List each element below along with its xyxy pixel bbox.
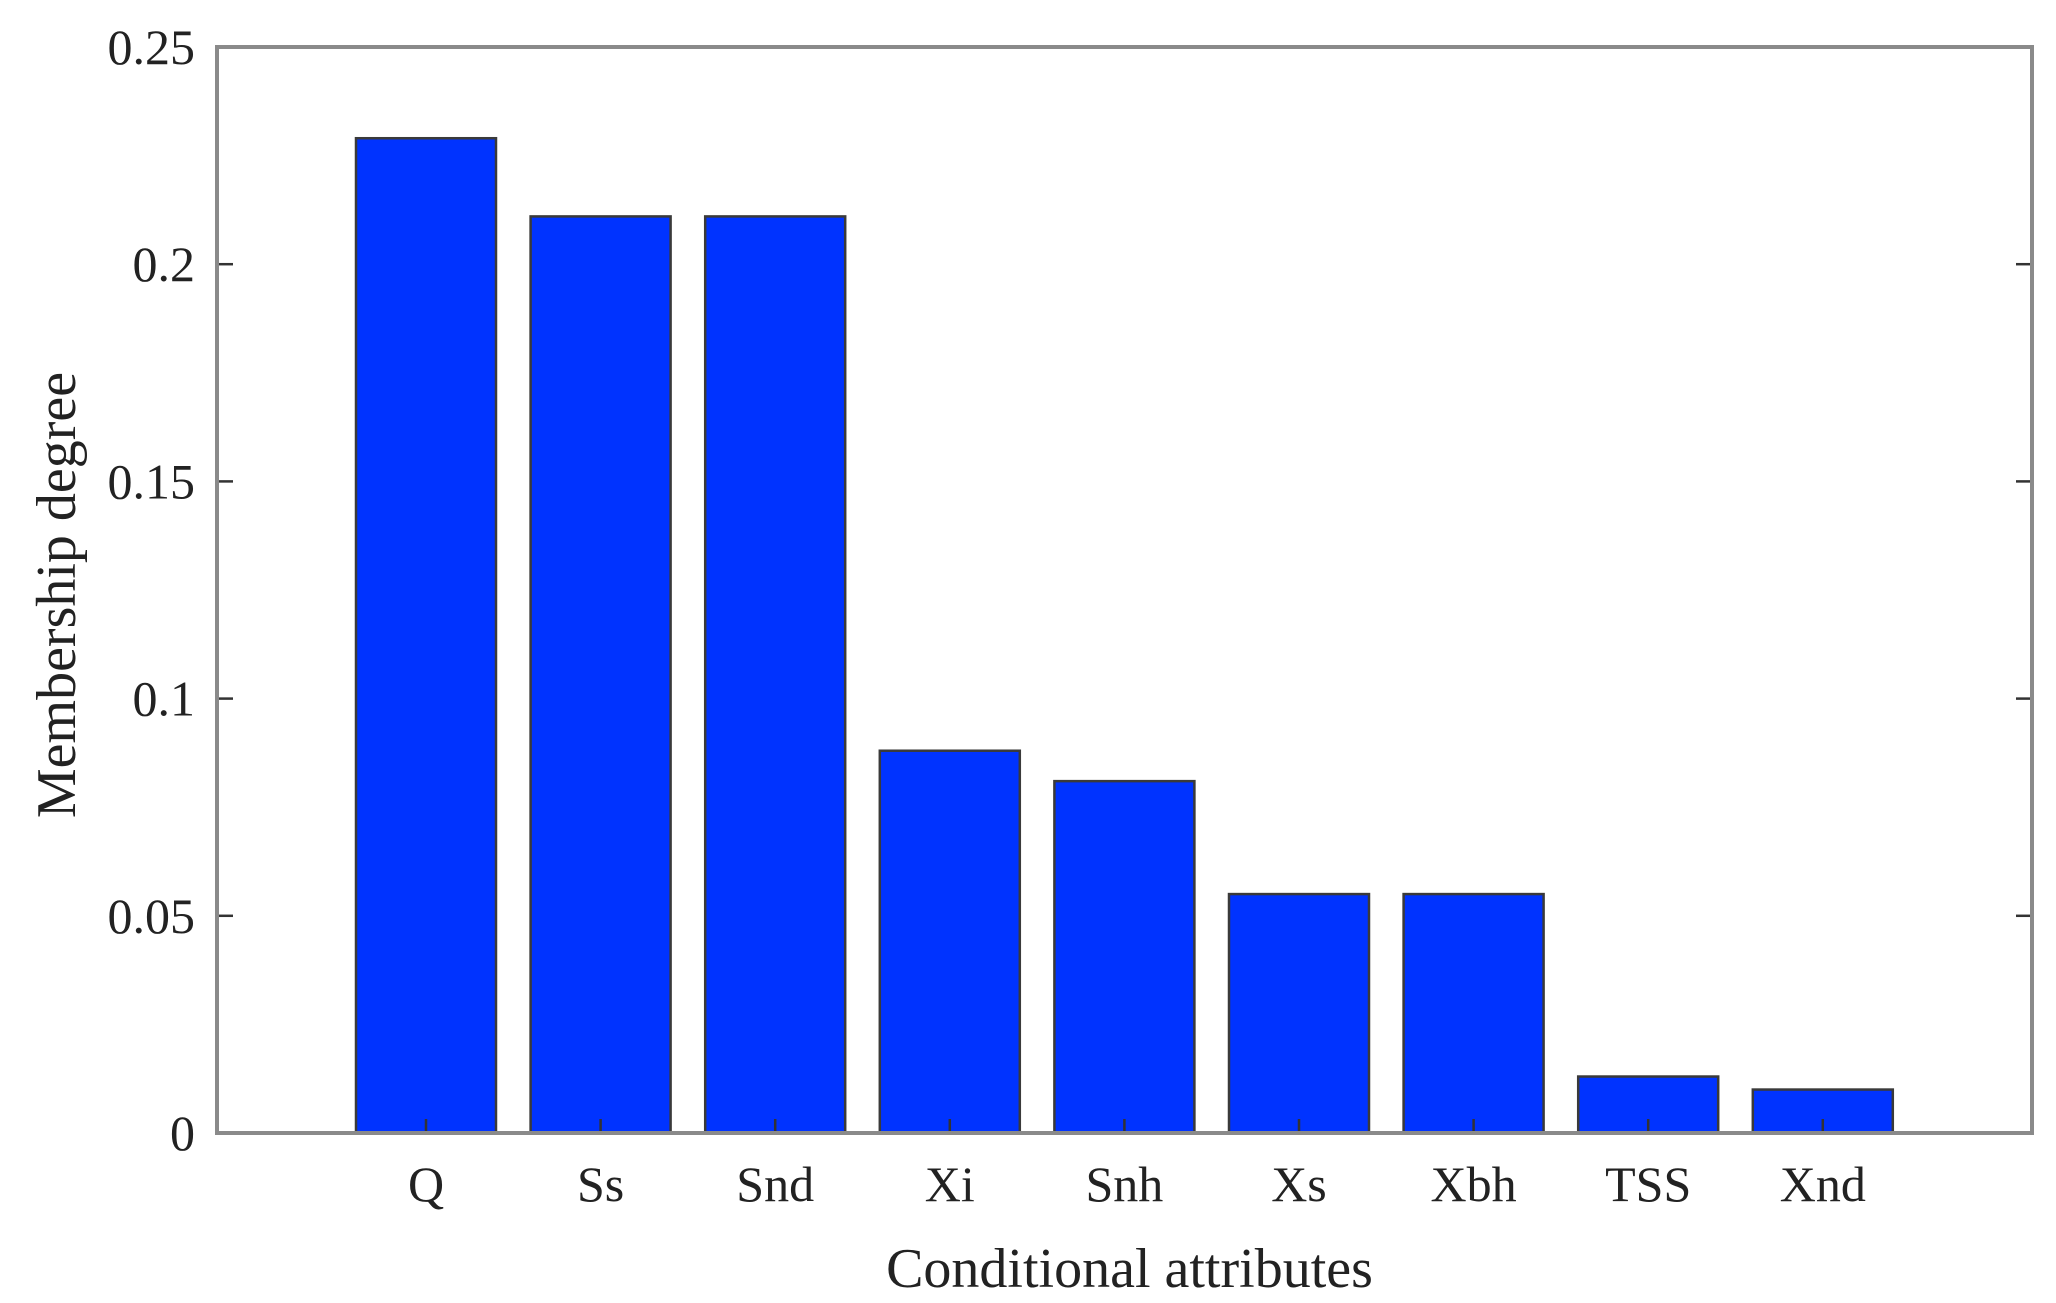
y-tick-label: 0.25 [108,19,196,75]
bar-q [354,136,498,1135]
y-tick-label: 0.2 [133,236,196,292]
bar-snh [1053,779,1196,1135]
x-tick-label: Snd [736,1156,814,1212]
x-tick-label: Xbh [1431,1156,1517,1212]
bar-xbh [1402,892,1545,1135]
x-tick-label: TSS [1605,1156,1691,1212]
bars-layer [354,136,1895,1135]
bar-xs [1227,892,1371,1135]
y-tick-label: 0.05 [108,888,196,944]
y-axis-ticks: 0 0.05 0.1 0.15 0.2 0.25 [108,19,2032,1161]
y-tick-label: 0.1 [133,671,196,727]
plot-frame [215,45,2034,1135]
x-tick-label: Xnd [1780,1156,1866,1212]
y-tick-label: 0 [170,1105,195,1161]
y-axis-title: Membership degree [26,372,88,818]
bar-snd [703,215,847,1135]
bar-ss [529,215,672,1135]
x-tick-label: Xi [925,1156,975,1212]
bar-xi [878,749,1022,1135]
x-tick-label: Q [408,1156,444,1212]
x-tick-label: Snh [1085,1156,1163,1212]
y-tick-label: 0.15 [108,453,196,509]
x-tick-label: Ss [577,1156,624,1212]
x-axis-ticks: Q Ss Snd Xi Snh Xs Xbh TSS Xnd [408,1119,1866,1212]
x-tick-label: Xs [1271,1156,1327,1212]
x-axis-title: Conditional attributes [886,1238,1373,1300]
